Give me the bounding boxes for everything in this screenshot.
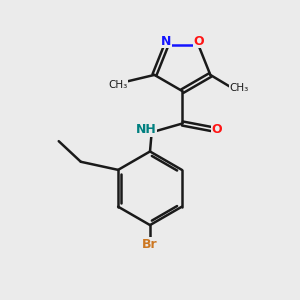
- Text: CH₃: CH₃: [229, 83, 248, 93]
- Text: N: N: [161, 34, 171, 48]
- Text: CH₃: CH₃: [109, 80, 128, 90]
- Text: O: O: [212, 123, 222, 136]
- Text: NH: NH: [136, 123, 157, 136]
- Text: Br: Br: [142, 238, 158, 251]
- Text: O: O: [193, 34, 204, 48]
